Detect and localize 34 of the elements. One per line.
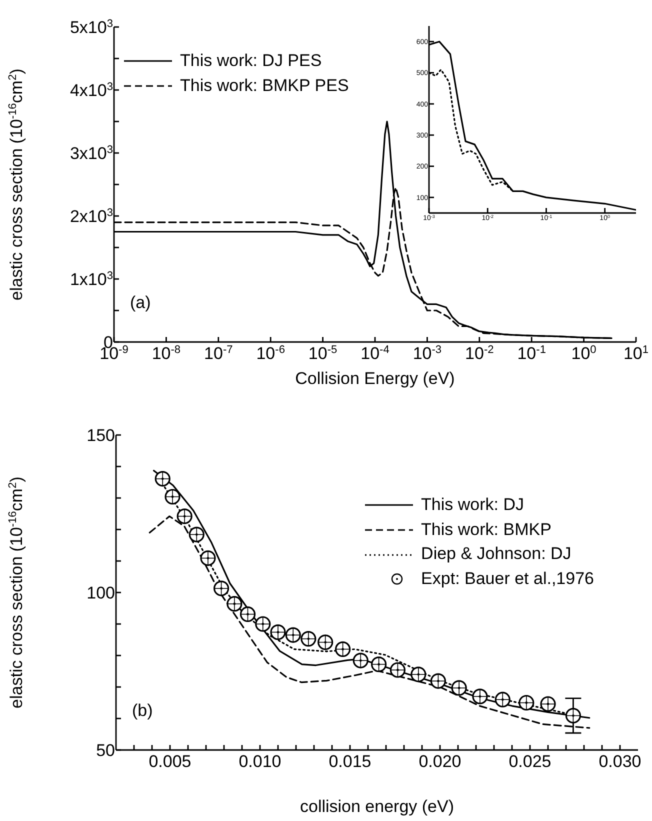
x-tick-label: 10$^{-6}$ [256,344,285,363]
y-tick-label: 50 [96,740,115,760]
x-tick-label: 0.030 [598,752,642,771]
x-tick-label: 10$^{-7}$ [204,344,233,363]
x-tick-label: 0.005 [148,752,192,771]
y-tick-label: 5x10$^{3}$ [70,18,113,37]
y-tick-label: 4x10$^{3}$ [70,80,113,100]
x-tick-label: 10$^{-1}$ [517,344,546,363]
y-tick-label: 1x10$^{3}$ [70,270,113,289]
x-tick-label: 0.025 [508,752,552,771]
x-tick-label: 10$^{-2}$ [465,344,494,363]
x-tick-label: 10$^{0}$ [571,344,596,363]
y-tick-label: 3x10$^{3}$ [70,144,113,163]
annotation: (b) [132,701,153,721]
legend-label: This work: DJ [421,494,524,516]
annotation: (a) [130,293,151,313]
y-tick-label: 150 [86,426,115,445]
x-tick-label: 10$^{-5}$ [308,344,338,363]
x-tick-label: 0.020 [418,752,462,771]
legend-label: This work: BMKP [421,518,552,541]
x-axis-title: Collision Energy (eV) [295,369,455,388]
x-tick-label: 0.010 [238,752,282,771]
x-tick-label: 10$^{-8}$ [152,344,181,363]
x-tick-label: 10$^{-3}$ [412,344,442,363]
y-tick-label: 2x10$^{3}$ [70,206,113,226]
legend-label: This work: DJ PES [180,50,322,72]
y-tick-label: 100 [86,583,115,602]
legend-label: Diep & Johnson: DJ [421,543,572,566]
x-tick-label: 0.015 [328,752,372,771]
legend-label: Expt: Bauer et al.,1976 [421,568,594,590]
x-tick-label: 10$^{-4}$ [360,344,390,363]
legend-label: This work: BMKP PES [180,74,349,97]
x-axis-title: collision energy (eV) [300,797,454,816]
x-tick-label: 10$^{1}$ [623,344,649,363]
